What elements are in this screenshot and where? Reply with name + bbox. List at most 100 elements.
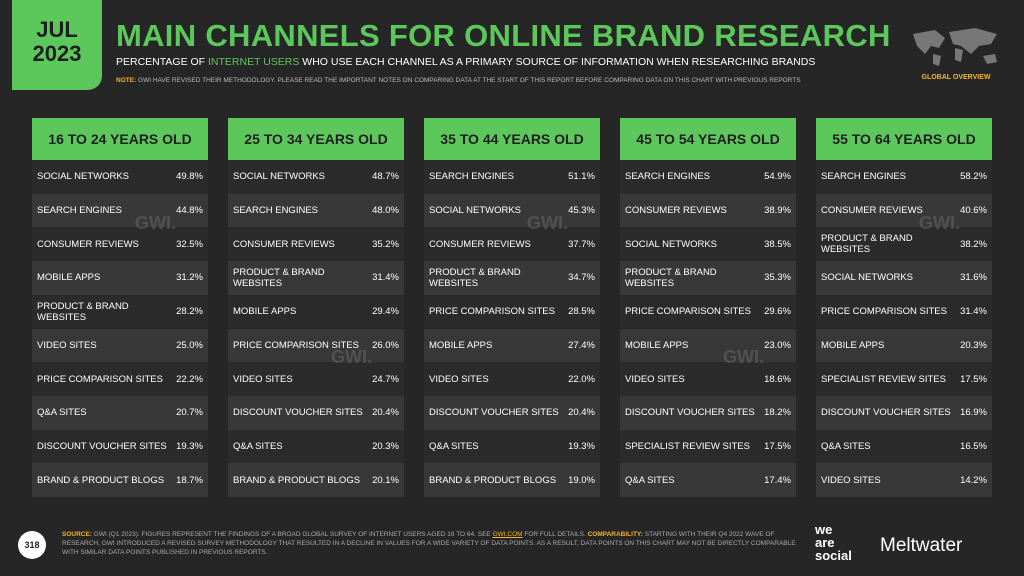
table-row: DISCOUNT VOUCHER SITES 20.4% [228, 395, 404, 430]
row-value: 35.3% [764, 272, 791, 284]
table-row: CONSUMER REVIEWS 40.6% [816, 193, 992, 228]
brand-word: are [815, 535, 835, 550]
row-label: BRAND & PRODUCT BLOGS [37, 474, 165, 486]
row-value: 27.4% [568, 339, 595, 351]
table-row: SOCIAL NETWORKS 31.6% [816, 261, 992, 295]
comparability-label: COMPARABILITY: [587, 531, 643, 538]
comparability-text: STARTING WITH THEIR Q4 2022 WAVE OF RESE… [62, 531, 796, 556]
row-value: 22.0% [568, 373, 595, 385]
source-link: GWI.COM [492, 531, 523, 538]
row-label: SOCIAL NETWORKS [625, 238, 718, 250]
row-value: 48.0% [372, 205, 399, 217]
row-value: 31.4% [960, 306, 987, 318]
row-value: 17.5% [960, 373, 987, 385]
row-value: 40.6% [960, 205, 987, 217]
table-row: Q&A SITES 20.7% [32, 395, 208, 430]
table-row: BRAND & PRODUCT BLOGS 19.0% [424, 463, 600, 497]
row-label: PRODUCT & BRAND WEBSITES [821, 233, 913, 256]
table-row: BRAND & PRODUCT BLOGS 18.7% [32, 463, 208, 497]
section-label: GLOBAL OVERVIEW [921, 74, 991, 81]
source-text: GWI (Q1 2023). FIGURES REPRESENT THE FIN… [91, 531, 493, 538]
source: SOURCE: GWI (Q1 2023). FIGURES REPRESENT… [62, 530, 802, 557]
row-label: PRICE COMPARISON SITES [37, 373, 163, 385]
row-value: 20.3% [372, 440, 399, 452]
row-value: 31.4% [372, 272, 399, 284]
table-row: VIDEO SITES 14.2% [816, 463, 992, 497]
row-value: 18.2% [764, 407, 791, 419]
watermark: GWI. [135, 213, 176, 233]
table-row: DISCOUNT VOUCHER SITES 18.2% [620, 395, 796, 430]
row-label: SPECIALIST REVIEW SITES [821, 373, 946, 385]
note-label: NOTE: [116, 77, 137, 84]
row-value: 20.7% [176, 407, 203, 419]
row-label: BRAND & PRODUCT BLOGS [233, 474, 361, 486]
brand-word: social [815, 548, 852, 563]
row-value: 19.3% [568, 440, 595, 452]
watermark: GWI. [527, 213, 568, 233]
row-value: 16.9% [960, 407, 987, 419]
table-row: CONSUMER REVIEWS 32.5% [32, 227, 208, 262]
table-row: MOBILE APPS 20.3% [816, 328, 992, 363]
row-value: 20.3% [960, 339, 987, 351]
row-label: SOCIAL NETWORKS [821, 272, 914, 284]
row-value: 31.6% [960, 272, 987, 284]
row-label: CONSUMER REVIEWS [233, 238, 335, 250]
date-month: JUL [36, 17, 78, 42]
row-value: 19.3% [176, 440, 203, 452]
brand-we-are-social: we are social [815, 523, 852, 562]
row-value: 35.2% [372, 238, 399, 250]
row-value: 18.7% [176, 474, 203, 486]
column-header: 45 TO 54 YEARS OLD [620, 118, 796, 160]
row-value: 22.2% [176, 373, 203, 385]
row-label: CONSUMER REVIEWS [821, 205, 923, 217]
subtitle: PERCENTAGE OF INTERNET USERS WHO USE EAC… [116, 56, 815, 68]
row-value: 26.0% [372, 339, 399, 351]
table-row: PRODUCT & BRAND WEBSITES 38.2% [816, 227, 992, 262]
row-label: CONSUMER REVIEWS [37, 238, 139, 250]
row-label: PRICE COMPARISON SITES [233, 339, 359, 351]
title: MAIN CHANNELS FOR ONLINE BRAND RESEARCH [116, 18, 891, 53]
table-row: PRICE COMPARISON SITES 29.6% [620, 294, 796, 329]
subtitle-text: WHO USE EACH CHANNEL AS A PRIMARY SOURCE… [299, 56, 816, 68]
row-label: DISCOUNT VOUCHER SITES [233, 407, 363, 419]
brand-meltwater: Meltwater [880, 535, 963, 556]
table-row: MOBILE APPS 23.0% [620, 328, 796, 363]
row-label: MOBILE APPS [429, 339, 493, 351]
table-row: Q&A SITES 17.4% [620, 463, 796, 497]
row-label: VIDEO SITES [233, 373, 293, 385]
row-label: CONSUMER REVIEWS [429, 238, 531, 250]
row-value: 19.0% [568, 474, 595, 486]
row-label: SEARCH ENGINES [233, 205, 318, 217]
table-row: Q&A SITES 16.5% [816, 429, 992, 464]
row-label: VIDEO SITES [37, 339, 97, 351]
table-row: CONSUMER REVIEWS 38.9% [620, 193, 796, 228]
subtitle-highlight: INTERNET USERS [207, 56, 300, 68]
row-value: 32.5% [176, 238, 203, 250]
table-row: PRODUCT & BRAND WEBSITES 28.2% [32, 294, 208, 329]
table-row: PRICE COMPARISON SITES 26.0% [228, 328, 404, 363]
row-label: PRODUCT & BRAND WEBSITES [37, 300, 129, 323]
subtitle-text: PERCENTAGE OF [116, 56, 208, 68]
table-row: CONSUMER REVIEWS 35.2% [228, 227, 404, 262]
table-row: VIDEO SITES 25.0% [32, 328, 208, 363]
table-row: MOBILE APPS 27.4% [424, 328, 600, 363]
row-label: SPECIALIST REVIEW SITES [625, 440, 750, 452]
table-row: PRICE COMPARISON SITES 28.5% [424, 294, 600, 329]
row-value: 17.4% [764, 474, 791, 486]
table-row: DISCOUNT VOUCHER SITES 19.3% [32, 429, 208, 464]
row-value: 45.3% [568, 205, 595, 217]
row-value: 38.9% [764, 205, 791, 217]
row-label: DISCOUNT VOUCHER SITES [429, 407, 559, 419]
table-row: SOCIAL NETWORKS 38.5% [620, 227, 796, 262]
row-value: 18.6% [764, 373, 791, 385]
watermark: GWI. [331, 347, 372, 367]
date-year: 2023 [32, 41, 82, 66]
row-value: 58.2% [960, 171, 987, 183]
source-text: FOR FULL DETAILS. [522, 531, 588, 538]
row-label: MOBILE APPS [821, 339, 885, 351]
table-row: SPECIALIST REVIEW SITES 17.5% [816, 362, 992, 396]
row-value: 38.5% [764, 238, 791, 250]
row-value: 51.1% [568, 171, 595, 183]
table-row: PRODUCT & BRAND WEBSITES 31.4% [228, 261, 404, 295]
table-row: DISCOUNT VOUCHER SITES 16.9% [816, 395, 992, 430]
